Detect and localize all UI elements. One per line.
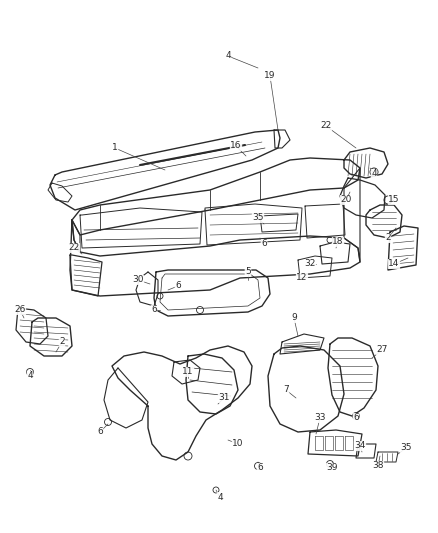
Text: 14: 14 <box>389 260 400 269</box>
Text: 26: 26 <box>14 305 26 314</box>
Text: 4: 4 <box>225 52 231 61</box>
Text: 31: 31 <box>218 393 230 402</box>
Text: 6: 6 <box>175 281 181 290</box>
Text: 4: 4 <box>217 492 223 502</box>
Text: 6: 6 <box>257 464 263 472</box>
Text: 35: 35 <box>400 443 412 453</box>
Text: 1: 1 <box>112 143 118 152</box>
Text: 30: 30 <box>132 276 144 285</box>
Text: 2: 2 <box>59 337 65 346</box>
Text: 32: 32 <box>304 260 316 269</box>
Text: 16: 16 <box>230 141 242 150</box>
Text: 22: 22 <box>68 244 80 253</box>
Text: 9: 9 <box>291 313 297 322</box>
Text: 4: 4 <box>371 169 377 179</box>
Text: 39: 39 <box>326 464 338 472</box>
Text: 27: 27 <box>376 345 388 354</box>
Text: 4: 4 <box>27 372 33 381</box>
Text: 7: 7 <box>283 385 289 394</box>
Text: 6: 6 <box>97 427 103 437</box>
Text: 22: 22 <box>320 122 332 131</box>
Text: 12: 12 <box>297 273 307 282</box>
Text: 6: 6 <box>151 305 157 314</box>
Text: 6: 6 <box>261 239 267 248</box>
Text: 2: 2 <box>385 233 391 243</box>
Text: 10: 10 <box>232 440 244 448</box>
Text: 15: 15 <box>388 196 400 205</box>
Text: 20: 20 <box>340 196 352 205</box>
Text: 11: 11 <box>182 367 194 376</box>
Text: 35: 35 <box>252 214 264 222</box>
Text: 19: 19 <box>264 71 276 80</box>
Text: 34: 34 <box>354 441 366 450</box>
Text: 33: 33 <box>314 414 326 423</box>
Text: 5: 5 <box>245 268 251 277</box>
Text: 18: 18 <box>332 238 344 246</box>
Text: 6: 6 <box>353 414 359 423</box>
Text: 38: 38 <box>372 462 384 471</box>
